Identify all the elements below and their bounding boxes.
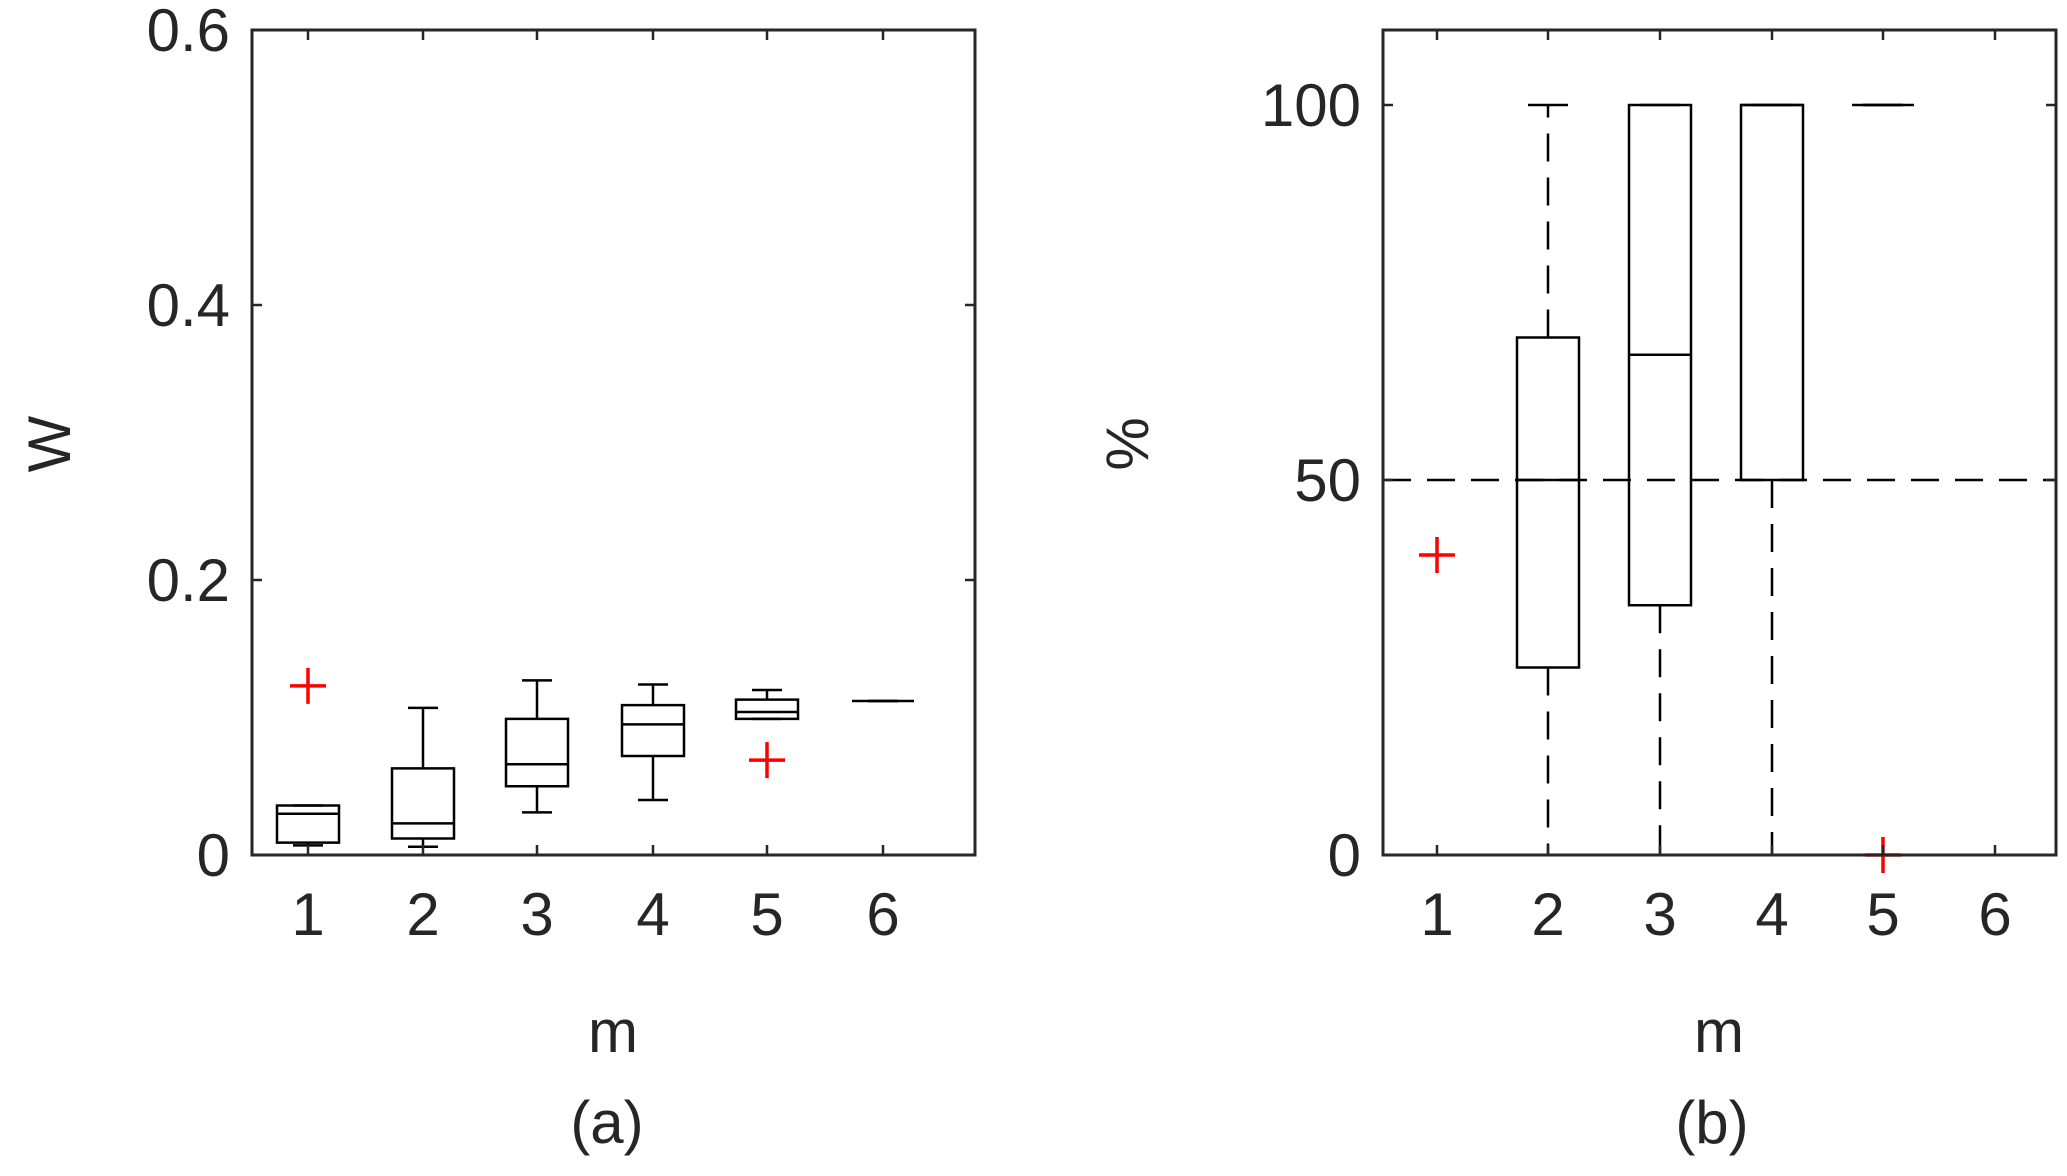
panel-a-box-4 <box>620 683 686 802</box>
boxplot-panel-b: 0 50 100 1 2 3 4 5 6 % m (b) <box>1094 28 2058 1156</box>
panel-a-x-tick-label-5: 6 <box>866 881 899 948</box>
panel-a-y-tick-label-2: 0.4 <box>147 272 230 339</box>
panel-a-x-axis-label: m <box>588 998 638 1065</box>
panel-a-box-5 <box>734 688 800 779</box>
panel-a-label: (a) <box>570 1089 643 1156</box>
boxplot-panel-a: 0 0.2 0.4 0.6 1 2 3 4 5 6 W m (a) <box>16 0 977 1156</box>
panel-a-y-tick-label-0: 0 <box>197 822 230 889</box>
panel-b-x-ticks: 1 2 3 4 5 6 <box>1420 30 2012 948</box>
panel-a-box-2 <box>390 706 456 848</box>
panel-a-iqr-box-3 <box>504 717 570 788</box>
panel-b-y-ticks: 0 50 100 <box>1261 72 2056 889</box>
panel-b-x-tick-label-2: 3 <box>1643 881 1676 948</box>
panel-b-y-tick-label-2: 100 <box>1261 72 1361 139</box>
panel-a-box-1 <box>275 667 341 847</box>
panel-a-outlier-1-0 <box>290 667 326 704</box>
panel-b-iqr-box-2 <box>1515 336 1581 669</box>
panel-a-y-tick-label-1: 0.2 <box>147 547 230 614</box>
panel-a-x-tick-label-1: 2 <box>406 881 439 948</box>
panel-b-axes-frame <box>1381 28 2058 857</box>
panel-a-iqr-box-5 <box>734 698 800 721</box>
panel-b-x-tick-label-0: 1 <box>1420 881 1453 948</box>
panel-a-x-ticks: 1 2 3 4 5 6 <box>291 30 900 948</box>
panel-a-axes-frame <box>250 28 977 857</box>
panel-a-box-3 <box>504 679 570 814</box>
panel-b-x-tick-label-1: 2 <box>1531 881 1564 948</box>
panel-a-y-tick-label-3: 0.6 <box>147 0 230 64</box>
panel-b-x-tick-label-4: 5 <box>1866 881 1899 948</box>
panel-b-outlier-1-0 <box>1419 537 1455 573</box>
panel-a-marks <box>275 667 914 848</box>
panel-a-iqr-box-1 <box>275 804 341 844</box>
panel-b-y-tick-label-0: 0 <box>1328 822 1361 889</box>
panel-b-x-axis-label: m <box>1694 998 1744 1065</box>
panel-a-iqr-box-2 <box>390 767 456 840</box>
panel-a-x-tick-label-4: 5 <box>750 881 783 948</box>
panel-b-x-tick-label-3: 4 <box>1755 881 1788 948</box>
panel-b-x-tick-label-5: 6 <box>1978 881 2011 948</box>
panel-b-box-4 <box>1739 103 1805 857</box>
panel-b-label: (b) <box>1675 1089 1748 1156</box>
panel-b-y-axis-label: % <box>1094 417 1161 470</box>
panel-a-x-tick-label-3: 4 <box>636 881 669 948</box>
panel-a-x-tick-label-0: 1 <box>291 881 324 948</box>
panel-a-x-tick-label-2: 3 <box>520 881 553 948</box>
panel-a-outlier-5-0 <box>749 742 785 779</box>
panel-b-y-tick-label-1: 50 <box>1294 447 1361 514</box>
panel-a-y-axis-label: W <box>16 415 83 472</box>
panel-a-iqr-box-4 <box>620 703 686 758</box>
panel-a-y-ticks: 0 0.2 0.4 0.6 <box>147 0 975 889</box>
